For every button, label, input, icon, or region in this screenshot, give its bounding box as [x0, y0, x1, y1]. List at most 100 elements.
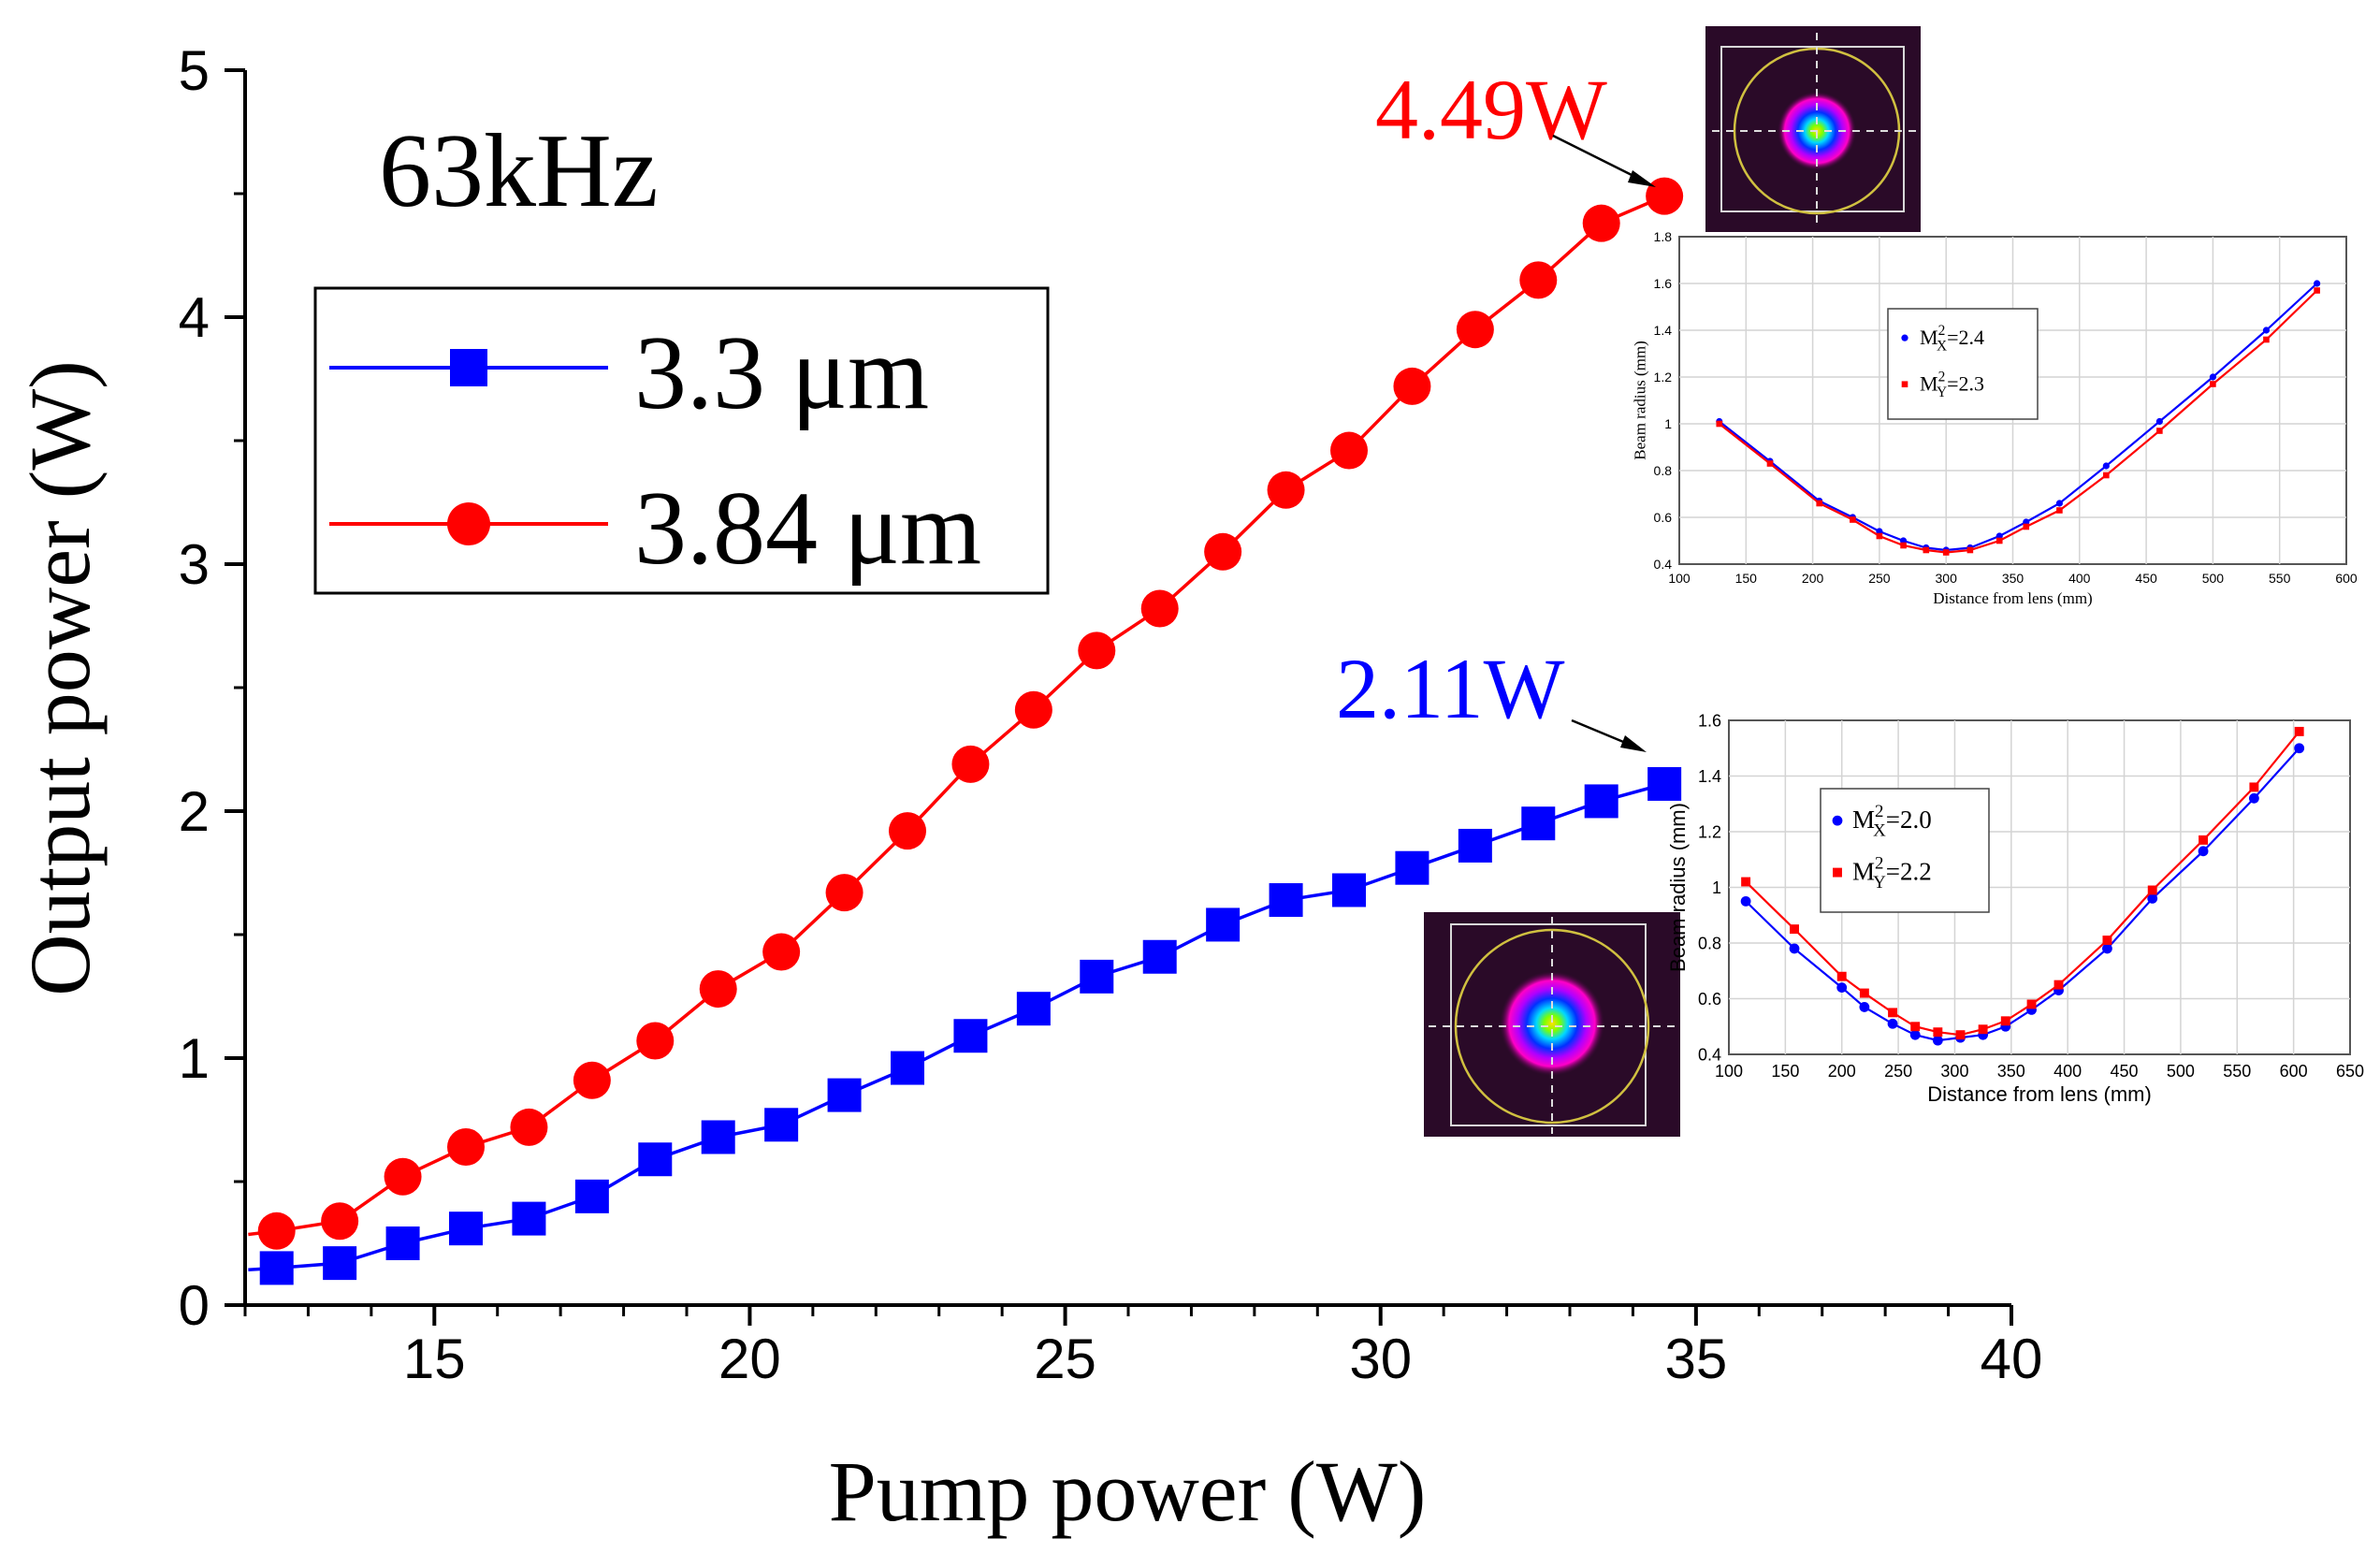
data-point-3-84um: [636, 1022, 675, 1060]
data-point-3-3um: [1458, 828, 1492, 863]
x-tick-label: 20: [718, 1328, 781, 1390]
inset-point-y: [1966, 546, 1974, 554]
annotation-arrowhead-blue: [1620, 735, 1647, 752]
data-point-3-84um: [384, 1157, 422, 1196]
inset-point-x: [2248, 792, 2259, 804]
inset-x-tick-label: 450: [2111, 1062, 2139, 1081]
legend-label-3-84um: 3.84 μm: [634, 471, 981, 587]
inset-point-x: [1789, 943, 1800, 954]
inset-point-y: [2103, 472, 2110, 479]
inset-point-x: [2102, 462, 2110, 470]
data-point-3-3um: [574, 1179, 609, 1213]
data-point-3-84um: [257, 1212, 296, 1250]
data-point-3-3um: [891, 1051, 924, 1085]
data-point-3-3um: [1206, 907, 1241, 942]
inset-x-tick-label: 450: [2135, 571, 2157, 586]
inset-point-x: [2294, 743, 2305, 754]
inset-point-y: [1900, 542, 1907, 549]
x-tick-label: 15: [403, 1328, 466, 1390]
x-axis-label: Pump power (W): [829, 1444, 1427, 1539]
inset-point-y: [1876, 532, 1883, 540]
inset-upper-plot: 100 150 200 250 300 350 400 450 500 550 600 0.4 0.6 0…: [1632, 229, 2358, 607]
frequency-annotation: 63kHz: [379, 113, 659, 229]
inset-y-tick-label: 1.6: [1654, 276, 1673, 291]
data-point-3-3um: [953, 1019, 988, 1053]
inset-point-y: [2000, 1016, 2010, 1026]
inset-x-tick-label: 550: [2223, 1062, 2251, 1081]
inset-point-x: [2198, 846, 2209, 857]
inset-point-y: [1766, 460, 1774, 467]
legend-label-3-3um: 3.3 μm: [634, 315, 929, 431]
y-tick-label: 1: [179, 1027, 210, 1090]
inset-point-y: [2199, 835, 2209, 845]
data-point-3-3um: [764, 1108, 799, 1142]
inset-x-tick-label: 500: [2167, 1062, 2195, 1081]
data-point-3-84um: [825, 874, 863, 912]
inset-y-tick-label: 0.6: [1698, 990, 1721, 1009]
inset-y-tick-label: 1.8: [1654, 229, 1673, 244]
inset-y-tick-label: 1.2: [1698, 822, 1721, 841]
inset-point-y: [1888, 1008, 1898, 1018]
data-point-3-3um: [701, 1120, 735, 1154]
inset-point-y: [1933, 1027, 1943, 1038]
inset-x-tick-label: 500: [2202, 571, 2225, 586]
inset-x-tick-label: 250: [1868, 571, 1891, 586]
inset-y-tick-label: 1.4: [1654, 323, 1673, 338]
data-point-3-3um: [323, 1246, 357, 1281]
inset-lower-plot: 100 150 200 250 300 350 400 450 500 550 600 650 0.4 0…: [1666, 711, 2364, 1106]
inset-point-y: [2056, 507, 2063, 514]
data-point-3-84um: [762, 933, 801, 971]
inset-point-y: [2263, 336, 2270, 343]
inset-x-tick-label: 300: [1940, 1062, 1968, 1081]
inset-y-axis-label: Beam radius (mm): [1632, 341, 1649, 459]
legend-box: [313, 286, 1050, 595]
data-point-3-84um: [951, 745, 990, 783]
inset-point-y: [1923, 546, 1930, 554]
inset-x-tick-label: 550: [2269, 571, 2291, 586]
inset-y-tick-label: 1.4: [1698, 767, 1721, 786]
x-tick-label: 40: [1981, 1328, 2043, 1390]
inset-point-y: [1995, 537, 2003, 544]
inset-point-x: [2262, 327, 2271, 334]
y-tick-label: 0: [179, 1274, 210, 1337]
inset-point-y: [2294, 726, 2304, 736]
legend-marker-square: [450, 349, 487, 386]
inset-point-y: [2210, 381, 2216, 387]
x-tick-label: 30: [1349, 1328, 1412, 1390]
data-point-3-3um: [1647, 766, 1682, 801]
main-series: [248, 177, 1684, 1285]
x-tick-label: 35: [1664, 1328, 1727, 1390]
data-point-3-3um: [827, 1078, 862, 1112]
y-tick-label: 5: [179, 39, 210, 102]
inset-y-tick-label: 0.4: [1654, 557, 1673, 572]
inset-point-y: [2102, 936, 2112, 945]
inset-x-tick-label: 350: [1997, 1062, 2025, 1081]
inset-y-tick-label: 1: [1664, 416, 1672, 431]
data-point-3-84um: [1078, 631, 1116, 670]
data-point-3-84um: [1582, 204, 1620, 242]
data-point-3-84um: [510, 1108, 548, 1146]
data-point-3-3um: [1395, 850, 1429, 885]
data-point-3-3um: [638, 1142, 673, 1177]
inset-point-y: [1741, 877, 1751, 887]
inset-point-y: [1978, 1024, 1988, 1035]
inset-point-y: [1850, 516, 1856, 523]
data-point-3-3um: [449, 1212, 483, 1246]
inset-legend-box: [1887, 308, 2039, 420]
inset-x-tick-label: 100: [1715, 1062, 1743, 1081]
inset-point-x: [2102, 943, 2112, 954]
inset-x-axis-label: Distance from lens (mm): [1933, 589, 2092, 607]
inset-legend-marker-y: [1901, 381, 1908, 388]
annotation-max-red: 4.49W: [1375, 62, 1607, 157]
data-point-3-84um: [1267, 471, 1305, 509]
inset-x-tick-label: 650: [2336, 1062, 2364, 1081]
inset-point-y: [1836, 971, 1847, 981]
inset-point-y: [1790, 924, 1799, 935]
data-point-3-3um: [385, 1226, 420, 1260]
data-point-3-3um: [259, 1251, 294, 1285]
legend: 3.3 μm 3.84 μm: [313, 286, 1050, 595]
data-point-3-3um: [1142, 939, 1177, 974]
inset-point-y: [2314, 287, 2320, 294]
data-point-3-84um: [1140, 589, 1179, 628]
inset-point-x: [1932, 1035, 1943, 1046]
